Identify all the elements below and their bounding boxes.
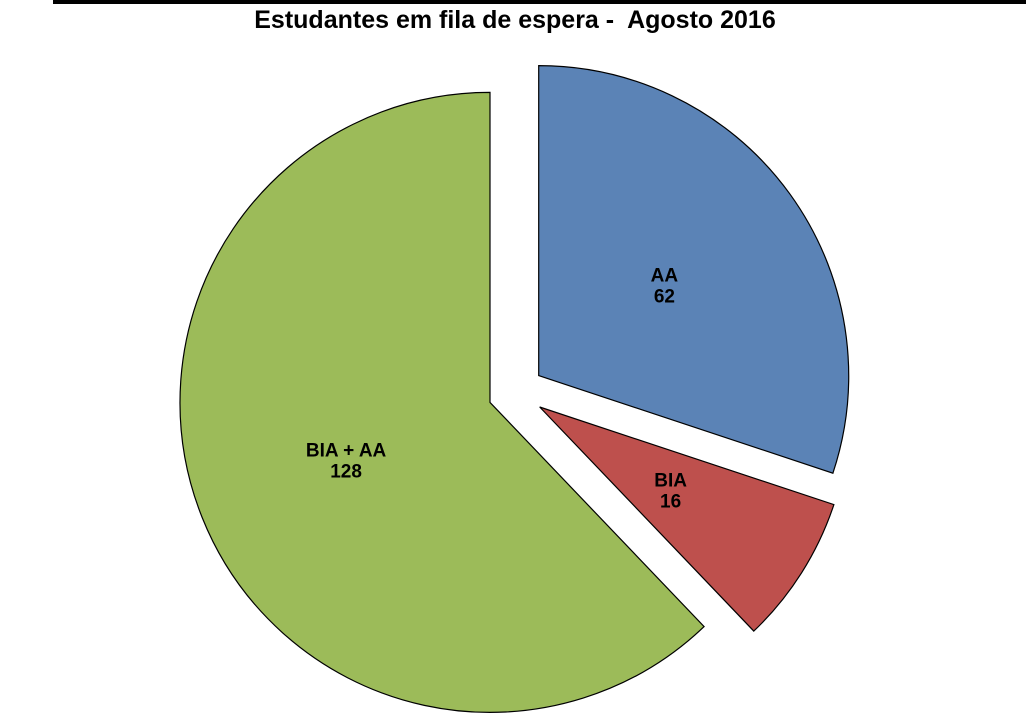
slice-label-value: 16 [660,491,681,512]
slice-label-value: 62 [654,286,675,307]
chart-title: Estudantes em fila de espera - Agosto 20… [254,6,776,34]
pie-slice-bia [539,406,835,632]
slice-label-value: 128 [330,462,362,483]
slice-label-name: BIA [654,470,687,491]
slice-label-name: BIA + AA [306,441,387,462]
slice-label-bia-aa: BIA + AA 128 [306,441,387,483]
slice-label-bia: BIA 16 [654,470,687,512]
pie-slice-aa [538,64,850,474]
top-border-line [53,0,1026,4]
pie-slice-bia-aa [179,91,705,713]
slice-label-aa: AA 62 [651,265,679,307]
slice-label-name: AA [651,265,679,286]
